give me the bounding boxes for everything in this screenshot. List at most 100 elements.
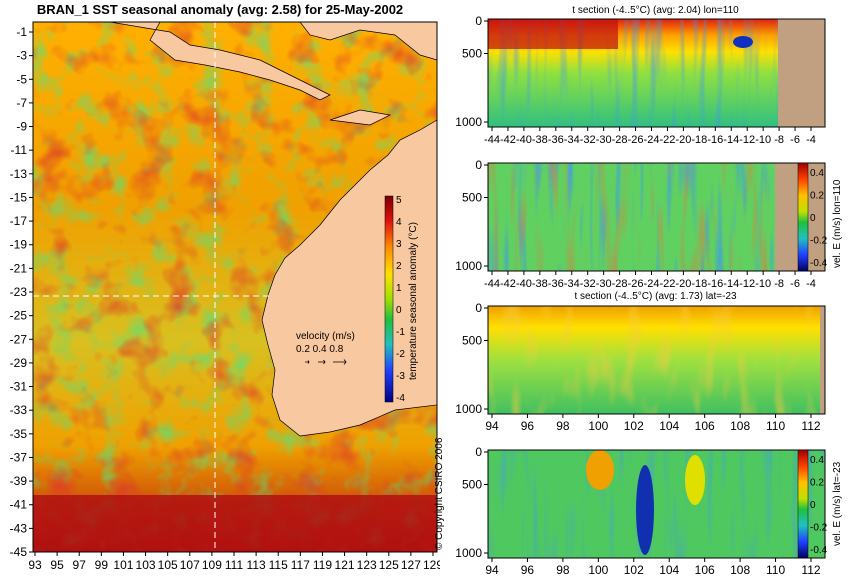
map-x-tick-label: 111 — [225, 558, 244, 572]
vel-colorbar-tick-label: -0.2 — [810, 523, 828, 534]
map-y-tick-label: -23 — [10, 285, 28, 299]
map-x-tick-label: 95 — [50, 558, 64, 572]
vel-colorbar-tick-label: -0.2 — [810, 236, 828, 247]
vel-colorbar-tick-label: 0.4 — [810, 455, 824, 466]
section-y-tick-label: 1000 — [455, 259, 482, 273]
velocity-legend-values: 0.2 0.4 0.8 — [296, 344, 344, 355]
section-x-tick-label: -38 — [532, 278, 548, 290]
map-x-tick-label: 127 — [401, 558, 421, 572]
section-x-tick-label: -6 — [790, 278, 800, 290]
map-y-tick-label: -33 — [10, 403, 28, 417]
map-x-tick-label: 93 — [28, 558, 42, 572]
section-y-tick-label: 500 — [462, 191, 482, 205]
section-x-tick-label: -24 — [644, 134, 660, 146]
vel-colorbar-tick-label: 0.2 — [810, 191, 824, 202]
map-y-tick-label: -5 — [16, 72, 27, 86]
map-colorbar-tick-label: 3 — [396, 239, 402, 250]
section-x-tick-label: -10 — [755, 134, 771, 146]
section-x-tick-label: -24 — [644, 278, 660, 290]
map-y-tick-label: -25 — [10, 309, 28, 323]
section-x-tick-label: 102 — [624, 419, 644, 433]
section-x-tick-label: -34 — [564, 278, 580, 290]
section-y-tick-label: 0 — [475, 445, 482, 459]
section-x-tick-label: -42 — [500, 278, 516, 290]
map-y-tick-label: -7 — [16, 96, 27, 110]
map-y-tick-label: -9 — [16, 120, 27, 134]
map-y-tick-label: -43 — [10, 521, 28, 535]
section-x-tick-label: -28 — [612, 278, 628, 290]
section-x-tick-label: 100 — [588, 419, 608, 433]
section-x-tick-label: -44 — [484, 278, 500, 290]
section-x-tick-label: 100 — [588, 563, 608, 577]
map-x-tick-label: 117 — [291, 558, 310, 572]
map-y-tick-label: -15 — [10, 190, 28, 204]
velocity-legend-arrows — [305, 359, 347, 365]
indonesia-land — [109, 21, 331, 101]
map-colorbar-tick-label: 2 — [396, 261, 402, 272]
map-y-tick-label: -19 — [10, 238, 28, 252]
map-colorbar-label: temperature seasonal anomaly (°C) — [408, 222, 419, 380]
velocity-legend-label: velocity (m/s) — [296, 331, 355, 342]
map-colorbar-tick-label: -3 — [396, 371, 405, 382]
map-x-tick-label: 109 — [202, 558, 222, 572]
map-x-tick-label: 101 — [113, 558, 133, 572]
section-y-tick-label: 1000 — [455, 546, 482, 560]
map-colorbar-tick-label: 4 — [396, 217, 402, 228]
map-y-tick-label: -1 — [16, 25, 27, 39]
section-x-tick-label: -34 — [564, 134, 580, 146]
section-x-tick-label: 94 — [485, 419, 499, 433]
map-x-tick-label: 125 — [379, 558, 399, 572]
vel-colorbar-tick-label: -0.4 — [810, 258, 828, 269]
map-y-tick-label: -21 — [10, 261, 28, 275]
map-y-tick-label: -45 — [10, 545, 28, 559]
map-y-tick-label: -41 — [10, 498, 28, 512]
section-x-tick-label: 112 — [801, 419, 820, 433]
map-x-tick-label: 119 — [313, 558, 332, 572]
section-x-tick-label: -30 — [596, 134, 612, 146]
section-x-tick-label: 110 — [766, 419, 785, 433]
map-y-tick-label: -17 — [10, 214, 28, 228]
map-y-tick-label: -29 — [10, 356, 28, 370]
map-x-tick-label: 99 — [95, 558, 109, 572]
section-x-tick-label: -38 — [532, 134, 548, 146]
section-x-tick-label: -14 — [723, 134, 739, 146]
section-x-tick-label: -28 — [612, 134, 628, 146]
section-x-tick-label: -26 — [628, 278, 644, 290]
section-x-tick-label: 110 — [766, 563, 785, 577]
map-x-tick-label: 105 — [158, 558, 178, 572]
sst-anomaly-map: -1-3-5-7-9-11-13-15-17-19-21-23-25-27-29… — [10, 21, 440, 572]
section-x-tick-label: -40 — [516, 134, 532, 146]
map-y-tick-label: -37 — [10, 450, 28, 464]
map-x-tick-label: 115 — [269, 558, 288, 572]
section-x-tick-label: 108 — [730, 563, 750, 577]
section-x-tick-label: -22 — [659, 278, 675, 290]
section-x-tick-label: 106 — [695, 419, 715, 433]
vel-colorbar-tick-label: 0 — [810, 213, 816, 224]
section-x-tick-label: 98 — [556, 563, 570, 577]
map-y-tick-label: -35 — [10, 427, 28, 441]
map-x-tick-label: 97 — [73, 558, 87, 572]
map-y-tick-label: -13 — [10, 167, 28, 181]
section-x-tick-label: -8 — [774, 134, 784, 146]
section-x-tick-label: -20 — [675, 134, 691, 146]
map-colorbar-tick-label: 0 — [396, 305, 402, 316]
vel-colorbar-tick-label: 0 — [810, 500, 816, 511]
section-x-tick-label: -16 — [707, 134, 723, 146]
section-x-tick-label: 106 — [695, 563, 715, 577]
section-x-tick-label: -44 — [484, 134, 500, 146]
section-x-tick-label: -14 — [723, 278, 739, 290]
section-x-tick-label: -32 — [580, 278, 596, 290]
section-y-tick-label: 0 — [475, 301, 482, 315]
map-colorbar-ticks: 5 4 3 2 1 0 -1 -2 -3 -4 — [396, 195, 405, 404]
section-x-tick-label: -30 — [596, 278, 612, 290]
section-x-tick-label: -18 — [691, 134, 707, 146]
map-y-tick-label: -27 — [10, 332, 28, 346]
lat-t-section-title: t section (-4..5°C) (avg: 1.73) lat=-23 — [574, 291, 737, 302]
section-x-tick-label: -40 — [516, 278, 532, 290]
map-y-tick-label: -31 — [10, 380, 28, 394]
section-x-tick-label: 96 — [521, 419, 535, 433]
